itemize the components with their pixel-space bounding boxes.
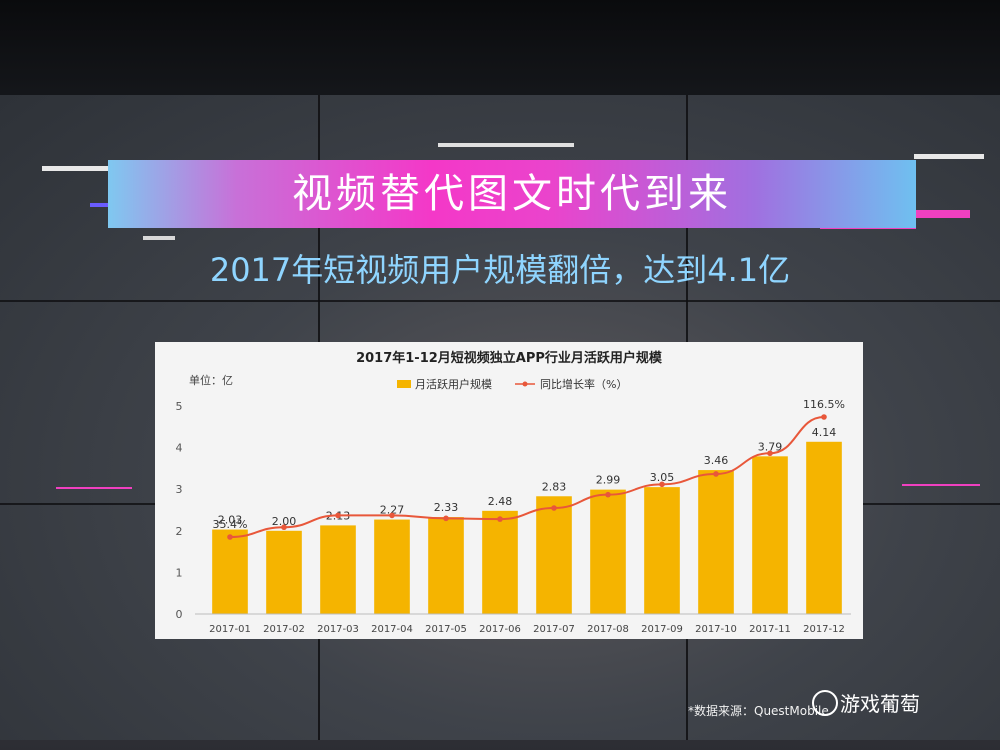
x-tick-label: 2017-11 <box>749 624 791 635</box>
bars: 2.032.002.132.272.332.482.832.993.053.46… <box>212 426 842 614</box>
growth-point <box>497 516 503 522</box>
bar <box>266 530 302 614</box>
growth-point <box>227 534 233 540</box>
growth-point <box>659 481 665 488</box>
growth-point <box>767 450 773 457</box>
x-tick-label: 2017-05 <box>425 624 467 635</box>
x-tick-label: 2017-12 <box>803 624 845 635</box>
bar-value-label: 2.83 <box>542 480 567 493</box>
deco-bar <box>902 484 980 486</box>
deco-bar <box>56 487 132 489</box>
deco-bar <box>438 143 574 147</box>
slide-title: 视频替代图文时代到来 <box>292 171 732 217</box>
bar <box>806 441 842 614</box>
growth-point <box>551 505 557 511</box>
bar <box>428 517 464 614</box>
bar <box>374 519 410 614</box>
screen-seam <box>0 300 1000 302</box>
wechat-icon <box>812 690 838 716</box>
bar <box>698 470 734 614</box>
growth-point-label: 35.4% <box>213 518 248 531</box>
x-tick-label: 2017-06 <box>479 624 521 635</box>
bar <box>482 510 518 614</box>
growth-point <box>281 524 287 531</box>
bar <box>212 529 248 614</box>
growth-point <box>821 414 827 420</box>
bar <box>644 487 680 614</box>
y-tick-label: 4 <box>176 442 183 455</box>
x-tick-label: 2017-03 <box>317 624 359 635</box>
growth-line: 35.4% 116.5% <box>213 398 845 540</box>
unit-label: 单位：亿 <box>189 373 233 387</box>
growth-point <box>335 512 341 519</box>
bar-value-label: 2.33 <box>434 501 459 514</box>
deco-bar <box>90 203 122 207</box>
bar-value-label: 2.00 <box>272 515 297 528</box>
bar-line-chart: 2017年1-12月短视频独立APP行业月活跃用户规模 单位：亿 月活跃用户规模… <box>176 350 851 635</box>
legend-line-marker <box>522 381 528 387</box>
deco-bar <box>914 154 984 159</box>
x-tick-label: 2017-08 <box>587 624 629 635</box>
deco-bar <box>916 210 970 218</box>
bar-value-label: 2.27 <box>380 504 405 517</box>
title-band <box>108 160 916 228</box>
x-tick-label: 2017-02 <box>263 624 305 635</box>
growth-point-label: 116.5% <box>803 398 845 411</box>
legend-line-label: 同比增长率（%） <box>540 377 627 391</box>
y-axis: 0 1 2 3 4 5 <box>176 400 183 621</box>
y-tick-label: 1 <box>176 566 183 579</box>
bar <box>320 525 356 614</box>
y-tick-label: 0 <box>176 608 183 621</box>
growth-point <box>605 491 611 498</box>
ceiling <box>0 0 1000 100</box>
x-tick-label: 2017-07 <box>533 624 575 635</box>
x-axis: 2017-01 2017-02 2017-03 2017-04 2017-05 2017-… <box>195 613 851 635</box>
y-tick-label: 3 <box>176 483 183 496</box>
watermark: 游戏葡萄 <box>840 692 920 716</box>
bar-value-label: 3.05 <box>650 471 675 484</box>
y-tick-label: 2 <box>176 525 183 538</box>
chart-panel: 2017年1-12月短视频独立APP行业月活跃用户规模 单位：亿 月活跃用户规模… <box>155 342 863 639</box>
bar <box>536 496 572 614</box>
growth-point <box>713 471 719 477</box>
slide-subtitle: 2017年短视频用户规模翻倍，达到4.1亿 <box>209 251 791 289</box>
bar-value-label: 2.99 <box>596 474 621 487</box>
bar-value-label: 2.48 <box>488 495 513 508</box>
bar-value-label: 4.14 <box>812 426 837 439</box>
x-tick-label: 2017-04 <box>371 624 413 635</box>
bar <box>752 456 788 614</box>
bar-value-label: 2.03 <box>218 514 243 527</box>
deco-bar <box>143 236 175 240</box>
deco-bar <box>42 166 138 171</box>
data-source: *数据来源：QuestMobile <box>688 704 829 718</box>
bar-value-label: 3.46 <box>704 454 729 467</box>
growth-line-path <box>229 416 825 538</box>
growth-point <box>443 515 449 522</box>
bar <box>590 489 626 614</box>
bar-value-label: 3.79 <box>758 440 783 453</box>
growth-point <box>389 512 395 519</box>
x-tick-label: 2017-10 <box>695 624 737 635</box>
x-tick-label: 2017-09 <box>641 624 683 635</box>
legend-bar-label: 月活跃用户规模 <box>415 377 492 391</box>
legend: 月活跃用户规模 同比增长率（%） <box>397 377 627 391</box>
x-tick-label: 2017-01 <box>209 624 251 635</box>
chart-title: 2017年1-12月短视频独立APP行业月活跃用户规模 <box>356 350 663 366</box>
y-tick-label: 5 <box>176 400 183 413</box>
legend-bar-swatch <box>397 380 411 388</box>
